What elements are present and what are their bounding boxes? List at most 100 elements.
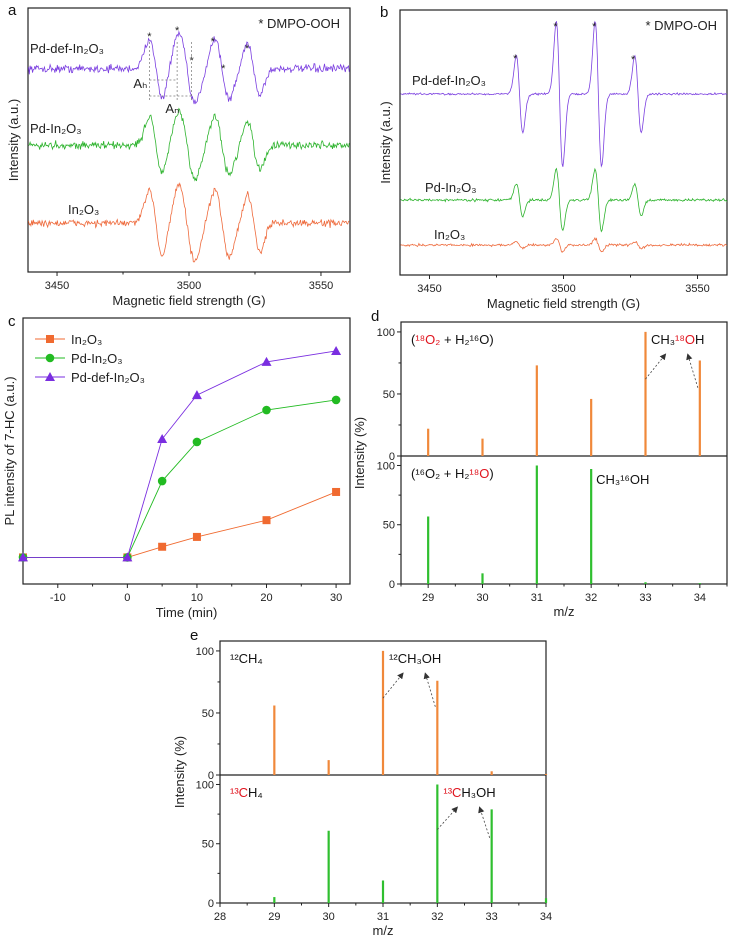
panel-e-x-tick-label: 33: [486, 911, 498, 923]
panel-e-x-tick-label: 31: [377, 911, 389, 923]
y-tick-label: 50: [202, 839, 214, 851]
panel-e-x-tick-label: 29: [268, 911, 280, 923]
hyperfine-AN-label: Aₙ: [165, 101, 179, 116]
panel-c-data-point: [261, 356, 272, 366]
panel-c-x-tick-label: 0: [124, 592, 130, 604]
y-tick-label: 50: [202, 708, 214, 720]
panel-a-xlabel: Magnetic field strength (G): [112, 293, 265, 308]
panel-b-xlabel: Magnetic field strength (G): [487, 296, 640, 311]
panel-d-condition-label-part: ¹⁸O: [469, 466, 489, 481]
annotation-arrow: [423, 672, 436, 707]
y-tick-label: 0: [208, 770, 214, 782]
panel-d-condition-label-part: (¹⁶O₂ + H₂: [411, 466, 469, 481]
panel-a-annotation: * DMPO-OOH: [258, 16, 340, 31]
panel-c-data-point: [192, 437, 202, 447]
panel-d-species-label-part: H: [695, 332, 704, 347]
panel-b-x-tick-label: 3450: [417, 283, 441, 295]
legend-marker: [45, 372, 55, 381]
panel-d-frame: [400, 321, 728, 585]
panel-d-x-tick-label: 31: [531, 592, 543, 604]
panel-a-letter: a: [8, 2, 17, 19]
panel-e-x-tick-label: 34: [540, 911, 552, 923]
panel-b-ylabel: Intensity (a.u.): [378, 101, 393, 183]
panel-b-letter: b: [380, 4, 388, 21]
annotation-arrow: [478, 806, 491, 838]
legend-label: Pd-In₂O₃: [71, 351, 123, 366]
panel-e-letter: e: [190, 627, 198, 644]
y-tick-label: 50: [383, 520, 395, 532]
panel-c-data-point: [331, 345, 342, 355]
y-tick-label: 100: [196, 779, 214, 791]
panel-a-series-label: Pd-def-In₂O₃: [30, 41, 104, 56]
panel-e-condition-label: ¹³CH₄: [230, 785, 263, 800]
panel-d-species-label-part: CH₃: [651, 332, 675, 347]
peak-star: *: [553, 21, 558, 33]
panel-c-data-point: [262, 516, 271, 525]
panel-a-x-tick-label: 3500: [177, 280, 201, 292]
panel-e-species-label-part: H₃OH: [461, 785, 495, 800]
panel-c-xlabel: Time (min): [156, 605, 218, 620]
panel-c-x-tick-label: -10: [50, 592, 66, 604]
hyperfine-AH-label: Aₕ: [133, 76, 147, 91]
panel-c-ylabel: PL intensity of 7-HC (a.u.): [2, 376, 17, 525]
panel-d-x-tick-label: 32: [585, 592, 597, 604]
panel-a-x-tick-label: 3450: [45, 280, 69, 292]
annotation-arrow: [686, 353, 699, 388]
panel-d-x-tick-label: 30: [476, 592, 488, 604]
panel-c-frame: [22, 317, 351, 585]
y-tick-label: 0: [389, 451, 395, 463]
legend-label: Pd-def-In₂O₃: [71, 370, 145, 385]
panel-d-condition-label-part: (: [411, 332, 416, 347]
panel-b-series-0: [400, 20, 728, 168]
panel-c-data-point: [157, 476, 167, 486]
panel-e-condition-label-part: H₄: [248, 785, 263, 800]
panel-b-series-label: Pd-In₂O₃: [425, 180, 477, 195]
panel-e-species-label: ¹³CH₃OH: [443, 785, 495, 800]
panel-e-condition-label-part: ¹²CH₄: [230, 651, 263, 666]
panel-a-series-0: [28, 30, 350, 105]
panel-d-xlabel: m/z: [554, 604, 575, 619]
panel-d-species-label-part: CH₃¹⁶OH: [596, 472, 649, 487]
panel-d-species-label-part: ¹⁸O: [675, 332, 695, 347]
panel-a-x-tick-label: 3550: [309, 280, 333, 292]
peak-star: *: [175, 25, 180, 37]
panel-c-series-line-1: [23, 399, 337, 558]
legend-marker: [46, 335, 54, 343]
panel-c-data-point: [122, 552, 133, 562]
panel-c-x-tick-label: 30: [330, 592, 342, 604]
legend-label: In₂O₃: [71, 332, 102, 347]
panel-c-data-point: [18, 552, 28, 562]
y-tick-label: 50: [383, 389, 395, 401]
panel-b-series-label: Pd-def-In₂O₃: [412, 73, 486, 88]
peak-star: *: [211, 36, 216, 48]
panel-b-x-tick-label: 3550: [685, 283, 709, 295]
panel-c-letter: c: [8, 313, 16, 330]
panel-c-data-point: [157, 434, 168, 444]
panel-d-species-label: CH₃¹⁶OH: [596, 472, 649, 487]
legend-marker: [45, 353, 55, 363]
panel-a-series-label: Pd-In₂O₃: [30, 121, 82, 136]
panel-a-series-label: In₂O₃: [68, 202, 99, 217]
y-tick-label: 100: [196, 646, 214, 658]
panel-e-x-tick-label: 28: [214, 911, 226, 923]
peak-star: *: [592, 21, 597, 33]
annotation-arrow: [645, 353, 667, 380]
y-tick-label: 0: [208, 898, 214, 910]
panel-d-condition-label: (¹⁶O₂ + H₂¹⁸O): [411, 466, 494, 481]
panel-c-series-line-2: [23, 350, 337, 558]
panel-e-condition-label: ¹²CH₄: [230, 651, 263, 666]
panel-e-x-tick-label: 32: [431, 911, 443, 923]
panel-d-condition-label-part: ¹⁸O₂: [415, 332, 440, 347]
panel-c-data-point: [192, 532, 201, 541]
peak-star: *: [147, 31, 152, 43]
panel-e-species-label: ¹²CH₃OH: [389, 651, 441, 666]
panel-e-species-label-part: ¹³C: [443, 785, 461, 800]
panel-e-species-label-part: ¹²CH₃OH: [389, 651, 441, 666]
panel-b-series-label: In₂O₃: [434, 227, 465, 242]
panel-d-x-tick-label: 33: [639, 592, 651, 604]
peak-star: *: [189, 55, 194, 67]
panel-e-ylabel: Intensity (%): [172, 736, 187, 808]
panel-b-x-tick-label: 3500: [551, 283, 575, 295]
panel-e-x-tick-label: 30: [323, 911, 335, 923]
panel-d-species-label: CH₃¹⁸OH: [651, 332, 704, 347]
